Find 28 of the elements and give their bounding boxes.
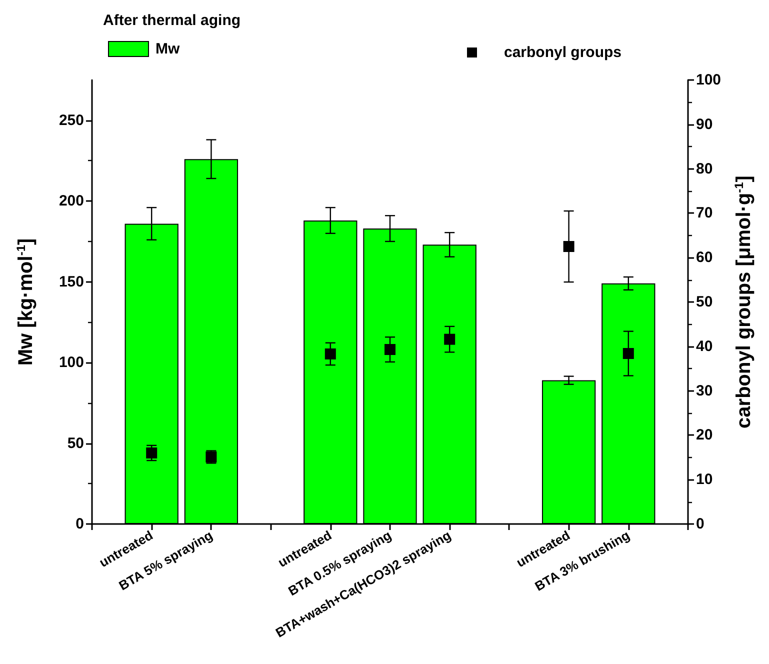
point [384, 344, 396, 356]
y2-axis-title: carbonyl groups [μmol·g-1] [732, 176, 755, 428]
y2-tick-label: 70 [696, 204, 713, 222]
y-tick-label: 0 [76, 516, 84, 532]
y-tick-label: 200 [58, 192, 84, 210]
y2-tick-label: 80 [696, 160, 713, 178]
legend-label: carbonyl groups [504, 44, 622, 61]
y2-tick-label: 50 [696, 294, 713, 310]
y-tick-label: 250 [58, 112, 84, 129]
point [622, 348, 634, 360]
y-tick-label: 100 [58, 354, 84, 372]
y2-tick-label: 40 [696, 338, 713, 355]
y2-tick-label: 0 [696, 516, 704, 532]
y-tick-label: 150 [58, 273, 84, 290]
point [324, 348, 336, 360]
legend-label: Mw [156, 40, 180, 58]
y2-tick-label: 100 [696, 72, 722, 88]
y2-tick-label: 90 [696, 116, 713, 133]
point [146, 447, 158, 458]
point [563, 241, 574, 252]
legend-title: After thermal aging [103, 12, 241, 29]
y2-tick-label: 30 [696, 382, 713, 400]
y-tick-label: 50 [67, 434, 84, 452]
y-axis-title: Mw [kg·mol-1] [14, 238, 37, 366]
y2-tick-label: 20 [696, 426, 713, 444]
point [444, 334, 456, 345]
y2-tick-label: 10 [696, 471, 713, 488]
y2-tick-label: 60 [696, 249, 713, 266]
